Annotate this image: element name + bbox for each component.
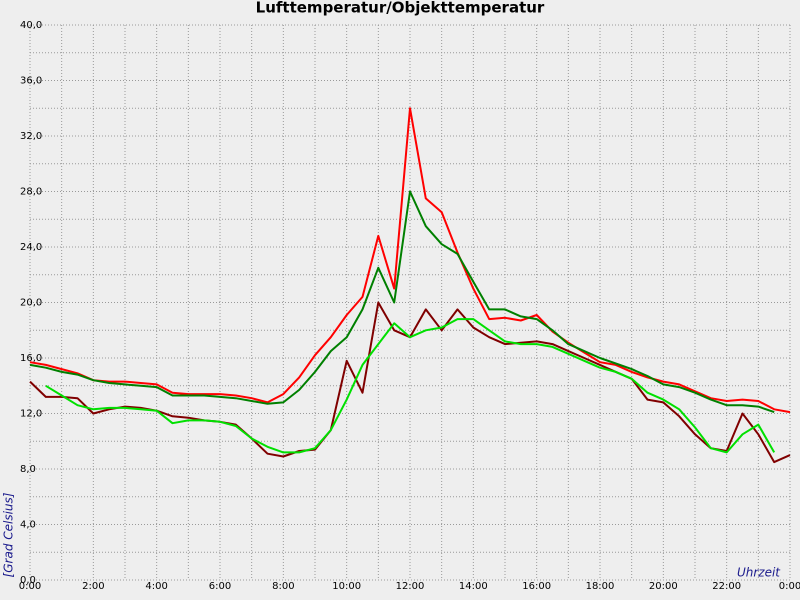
x-tick-label: 18:00 — [586, 581, 615, 592]
y-tick-label: 36,0 — [20, 76, 42, 87]
y-tick-label: 0,0 — [20, 575, 36, 586]
x-tick-label: 6:00 — [209, 581, 231, 592]
chart-title: Lufttemperatur/Objekttemperatur — [256, 0, 545, 17]
x-tick-label: 20:00 — [649, 581, 678, 592]
y-tick-label: 12,0 — [20, 409, 42, 420]
y-tick-label: 24,0 — [20, 242, 42, 253]
y-tick-label: 28,0 — [20, 187, 42, 198]
x-tick-label: 10:00 — [332, 581, 361, 592]
x-tick-label: 2:00 — [82, 581, 104, 592]
y-tick-label: 32,0 — [20, 131, 42, 142]
x-tick-label: 0:00 — [19, 581, 41, 592]
x-tick-label: 0:00 — [779, 581, 800, 592]
y-tick-label: 16,0 — [20, 353, 42, 364]
x-tick-label: 8:00 — [272, 581, 294, 592]
x-tick-label: 12:00 — [396, 581, 425, 592]
y-tick-label: 20,0 — [20, 298, 42, 309]
data-line — [29, 107, 791, 414]
x-tick-label: 22:00 — [712, 581, 741, 592]
y-tick-label: 4,0 — [20, 520, 36, 531]
x-tick-label: 4:00 — [145, 581, 167, 592]
x-tick-label: 14:00 — [459, 581, 488, 592]
x-axis-label: Uhrzeit — [737, 566, 781, 580]
x-tick-label: 16:00 — [522, 581, 551, 592]
y-axis-label: [Grad Celsius] — [2, 492, 16, 577]
data-line — [45, 318, 776, 454]
data-line — [29, 190, 775, 414]
y-tick-label: 8,0 — [20, 464, 36, 475]
y-tick-label: 40,0 — [20, 20, 42, 31]
